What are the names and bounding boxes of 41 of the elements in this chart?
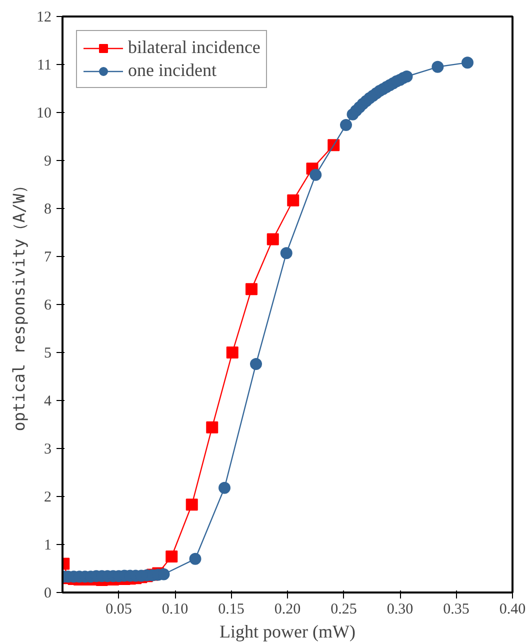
- y-tick-label: 8: [44, 202, 52, 218]
- y-tick-label: 0: [44, 586, 52, 602]
- x-tick-label: 0.05: [106, 602, 132, 618]
- x-tick-label: 0.35: [443, 602, 470, 618]
- point: [432, 60, 444, 73]
- x-tick-label: 0.40: [499, 602, 526, 618]
- y-tick-label: 9: [44, 154, 52, 170]
- legend-label: bilateral incidence: [128, 37, 260, 58]
- point: [246, 283, 258, 296]
- point: [218, 482, 230, 494]
- x-tick-label: 0.15: [218, 602, 244, 618]
- point: [340, 118, 352, 131]
- point: [462, 56, 474, 69]
- y-tick-label: 2: [44, 490, 52, 506]
- legend-label: one incident: [128, 60, 216, 81]
- point: [206, 421, 218, 434]
- point: [189, 552, 202, 565]
- x-tick-label: 0.30: [386, 602, 414, 618]
- y-tick-label: 1: [44, 538, 52, 554]
- point: [400, 70, 413, 82]
- y-tick-label: 3: [44, 442, 52, 458]
- y-tick-label: 10: [36, 106, 52, 122]
- point: [280, 247, 292, 260]
- x-axis-title: Light power (mW): [220, 622, 356, 642]
- x-tick-label: 0.25: [330, 602, 357, 618]
- point: [226, 346, 238, 358]
- x-tick-label: 0.10: [162, 602, 188, 618]
- y-tick-label: 6: [44, 298, 52, 314]
- x-tick-label: 0.20: [274, 602, 301, 618]
- point: [266, 233, 279, 246]
- point: [186, 498, 198, 511]
- y-tick-label: 5: [44, 346, 52, 362]
- y-tick-label: 7: [44, 250, 52, 266]
- point: [310, 168, 322, 181]
- y-tick-label: 11: [37, 58, 52, 74]
- y-tick-label: 4: [44, 394, 52, 410]
- point: [166, 550, 178, 562]
- y-axis-title: optical responsivity（A/W）: [10, 178, 28, 432]
- point: [250, 358, 262, 370]
- y-tick-label: 12: [36, 10, 52, 26]
- point: [287, 194, 300, 206]
